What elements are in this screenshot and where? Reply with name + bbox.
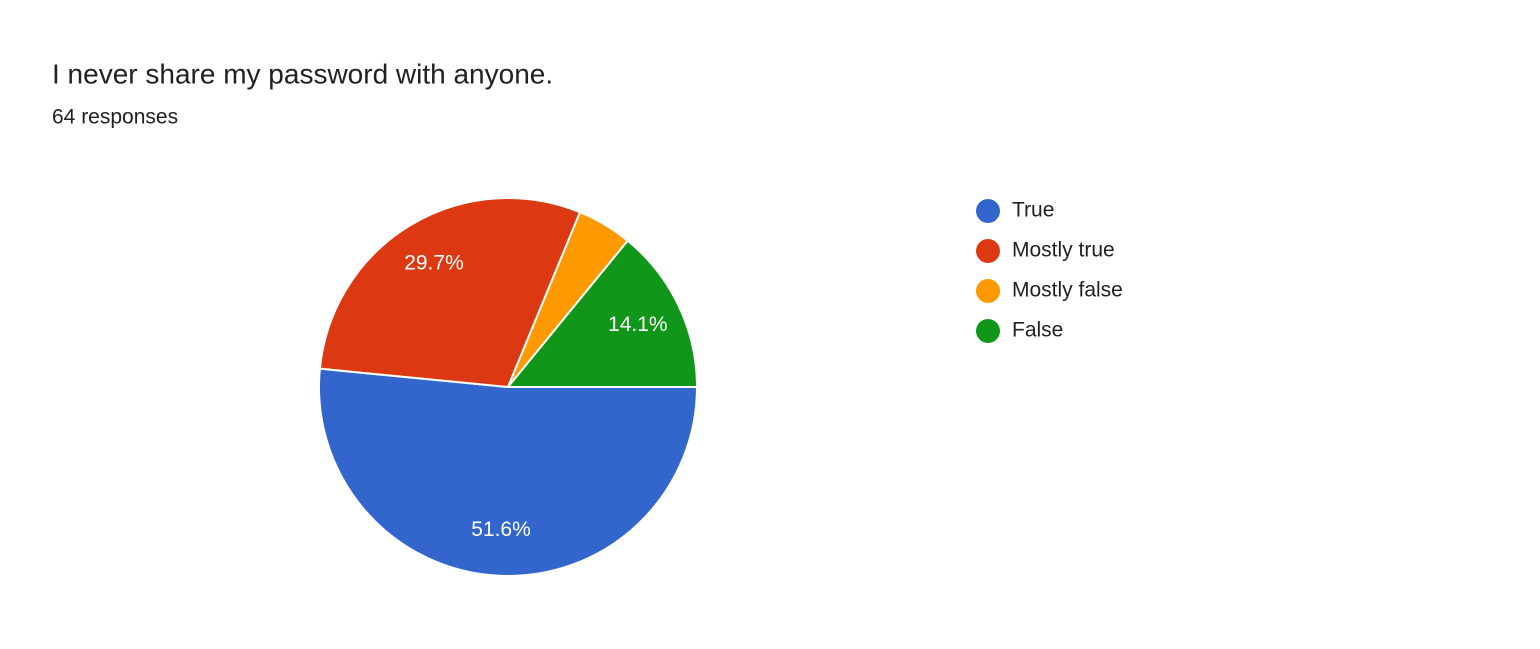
chart-subtitle: 64 responses (52, 106, 178, 129)
legend-marker (976, 199, 1000, 223)
legend-label: Mostly false (1012, 279, 1123, 302)
legend-label: Mostly true (1012, 239, 1115, 262)
legend-marker (976, 239, 1000, 263)
pie-slice (318, 367, 699, 577)
legend-marker (976, 279, 1000, 303)
data-label: 14.1% (608, 313, 668, 336)
data-label: 29.7% (404, 251, 464, 274)
data-label: 51.6% (471, 518, 531, 541)
pie-slice (318, 197, 582, 389)
legend-label: False (1012, 319, 1063, 342)
legend-label: True (1012, 199, 1054, 222)
pie-slice (505, 239, 699, 388)
legend-marker (976, 319, 1000, 343)
chart-title: I never share my password with anyone. (52, 58, 553, 89)
